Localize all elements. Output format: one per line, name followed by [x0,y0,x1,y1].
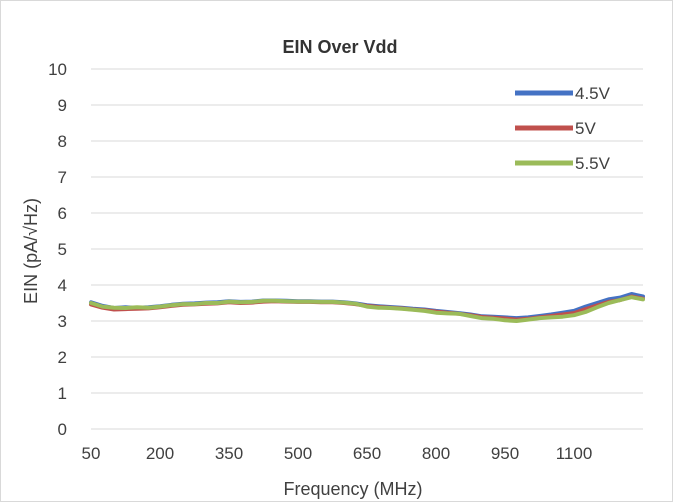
x-tick-label: 800 [422,444,450,463]
legend-label: 4.5V [575,84,611,103]
legend-item: 5.5V [515,154,611,173]
x-axis: 50 200 350 500 650 800 950 1100 [82,444,593,463]
x-tick-label: 350 [215,444,243,463]
x-tick-label: 500 [284,444,312,463]
x-tick-label: 50 [82,444,101,463]
x-tick-label: 200 [146,444,174,463]
y-axis-title: EIN (pA/√Hz) [21,198,41,304]
legend: 4.5V 5V 5.5V [515,84,611,173]
y-tick-label: 0 [58,420,67,439]
series-line-5.5V [89,295,645,323]
y-axis: 0 1 2 3 4 5 6 7 8 9 10 [48,60,67,439]
y-tick-label: 10 [48,60,67,79]
x-tick-label: 1100 [556,444,593,463]
y-tick-label: 1 [58,384,67,403]
y-tick-label: 7 [58,168,67,187]
legend-item: 4.5V [515,84,611,103]
legend-label: 5.5V [575,154,611,173]
x-tick-label: 650 [353,444,381,463]
legend-item: 5V [515,119,596,138]
y-tick-label: 4 [58,276,67,295]
plot-area [89,292,645,323]
y-tick-label: 6 [58,204,67,223]
chart-title: EIN Over Vdd [282,37,397,57]
x-axis-title: Frequency (MHz) [283,479,422,499]
y-tick-label: 5 [58,240,67,259]
x-tick-label: 950 [491,444,519,463]
legend-label: 5V [575,119,596,138]
y-tick-label: 8 [58,132,67,151]
y-tick-label: 9 [58,96,67,115]
y-tick-label: 3 [58,312,67,331]
gridlines [91,68,643,430]
y-tick-label: 2 [58,348,67,367]
